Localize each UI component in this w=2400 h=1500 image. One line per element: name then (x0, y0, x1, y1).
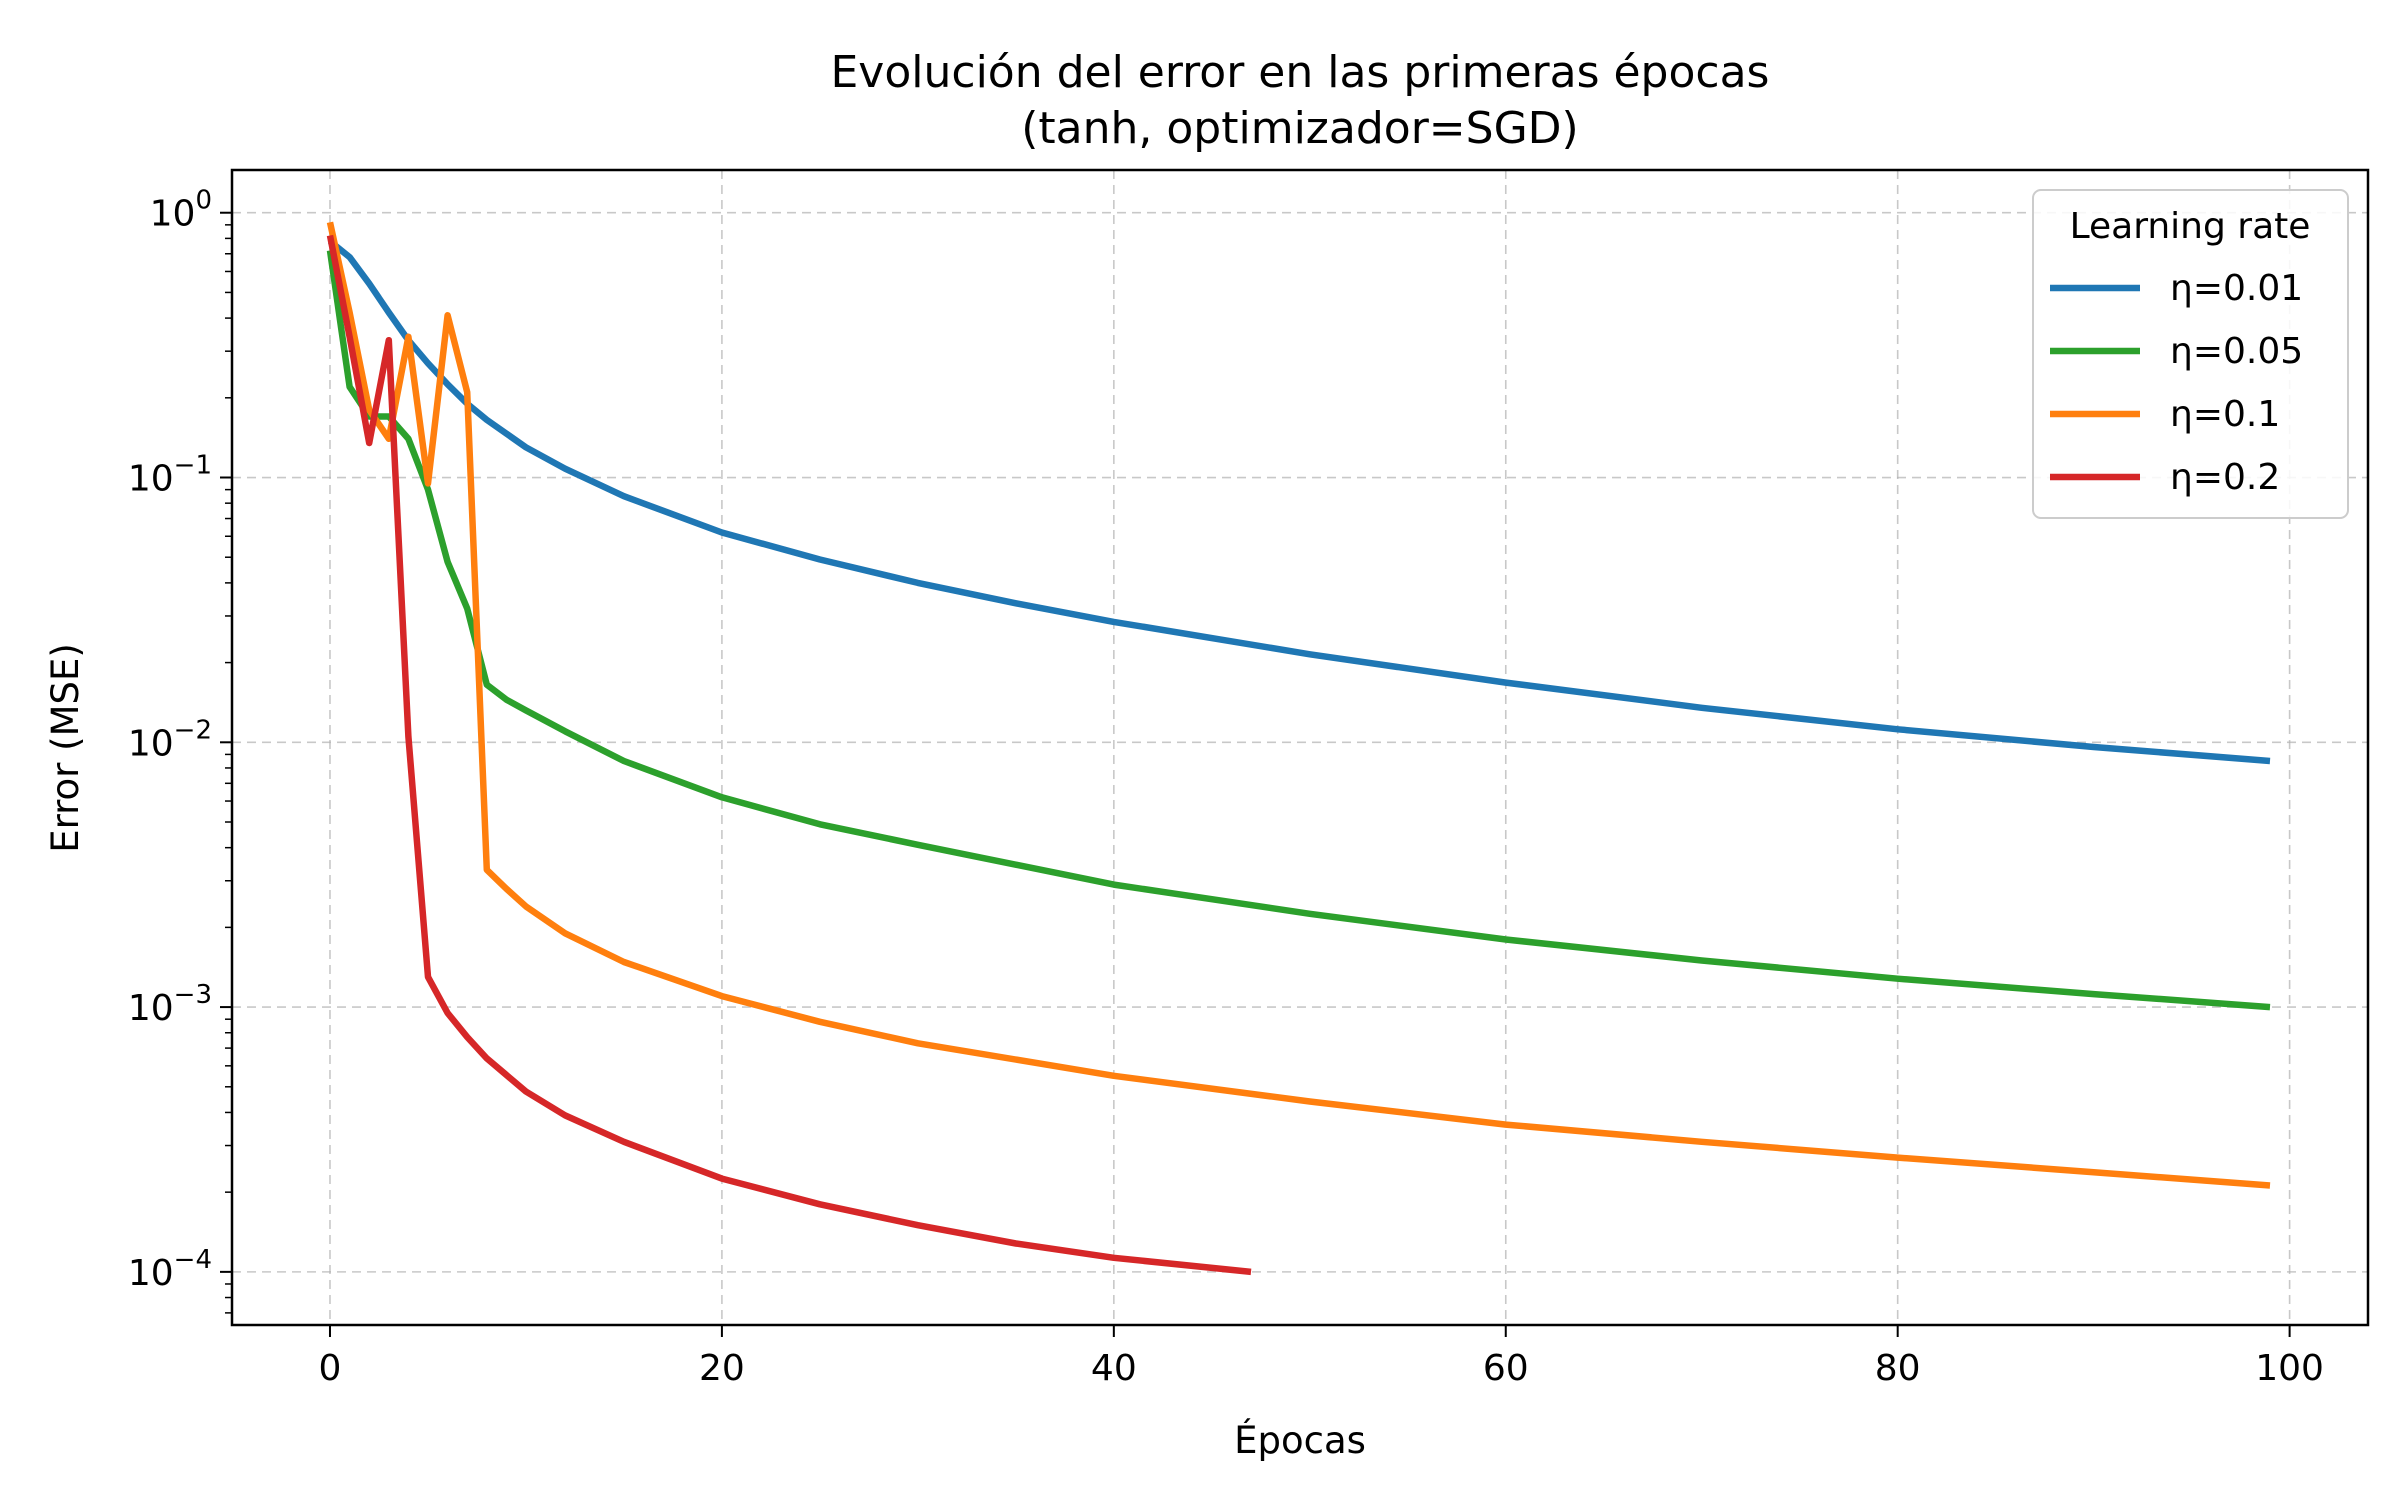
legend-label: η=0.05 (2170, 331, 2303, 372)
legend-label: η=0.1 (2170, 394, 2280, 435)
y-tick-label: 10−4 (128, 1245, 212, 1294)
y-tick-label: 100 (150, 186, 212, 235)
series-line (326, 250, 2271, 1011)
legend-box (2032, 189, 2349, 519)
x-tick-label: 80 (1875, 1348, 1921, 1389)
x-axis-label: Épocas (1234, 1418, 1366, 1462)
series-layer (326, 221, 2271, 1276)
y-tick-label: 10−2 (128, 715, 212, 764)
legend-label: η=0.2 (2170, 457, 2280, 498)
x-tick-label: 100 (2255, 1348, 2324, 1389)
x-axis: 0 20 40 60 80 100 (319, 1325, 2324, 1389)
series-line (327, 238, 2271, 765)
y-axis: 100 10−1 10−2 10−3 10−4 (128, 186, 232, 1294)
grid-lines (232, 170, 2368, 1325)
legend-label: η=0.01 (2170, 268, 2303, 309)
plot-frame (230, 168, 2370, 1327)
legend-title: Learning rate (2070, 206, 2311, 247)
x-tick-label: 20 (699, 1348, 745, 1389)
y-tick-label: 10−1 (128, 451, 212, 500)
chart-subtitle: (tanh, optimizador=SGD) (1021, 103, 1578, 154)
x-tick-label: 0 (319, 1348, 342, 1389)
legend: Learning rate η=0.01 η=0.05 η=0.1 η=0.2 (2032, 189, 2349, 519)
y-tick-label: 10−3 (128, 980, 212, 1029)
series-line (326, 221, 2271, 1189)
x-tick-label: 40 (1091, 1348, 1137, 1389)
y-axis-label: Error (MSE) (44, 643, 87, 853)
chart-title: Evolución del error en las primeras époc… (831, 47, 1770, 98)
series-line (326, 234, 1252, 1276)
x-tick-label: 60 (1483, 1348, 1529, 1389)
